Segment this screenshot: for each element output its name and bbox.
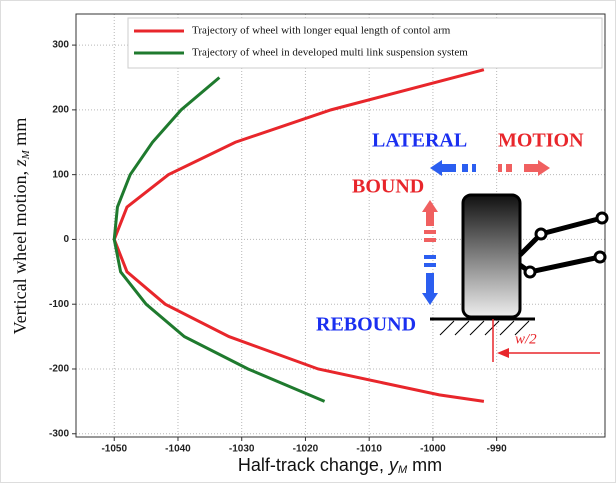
chart: Trajectory of wheel with longer equal le… [0,0,616,483]
y-tick-label: -300 [49,428,69,439]
arrow-dash [424,263,436,267]
x-tick-label: -1020 [293,444,319,455]
annotation: MOTION [498,130,584,152]
y-tick-label: -100 [49,299,69,310]
annotation: w/2 [515,331,537,347]
x-tick-label: -1010 [356,444,382,455]
y-tick-label: 200 [52,105,69,116]
y-tick-label: -200 [49,364,69,375]
annotation: BOUND [352,176,424,198]
joint [597,213,607,223]
joint [536,229,546,239]
arrow-dash [506,164,512,172]
arrow-dash [424,238,436,242]
x-axis-label: Half-track change, yM mm [238,455,442,476]
joint [525,267,535,277]
wheel [463,195,520,317]
arrow-dash [498,164,502,172]
arrow-dash [472,164,476,172]
arrow-dash [424,255,436,259]
annotation: LATERAL [372,130,467,152]
arrow-dash [424,230,436,234]
x-tick-label: -1050 [101,444,127,455]
y-tick-label: 300 [52,40,69,51]
annotation: REBOUND [316,314,416,336]
y-axis-label: Vertical wheel motion, zM mm [10,118,31,335]
background [1,1,616,483]
legend-label: Trajectory of wheel with longer equal le… [192,25,451,37]
x-tick-label: -990 [487,444,507,455]
joint [595,252,605,262]
arrow-dash [462,164,468,172]
x-tick-label: -1000 [420,444,446,455]
x-tick-label: -1030 [229,444,255,455]
legend-label: Trajectory of wheel in developed multi l… [192,47,468,59]
x-tick-label: -1040 [165,444,191,455]
y-tick-label: 0 [63,234,69,245]
y-tick-label: 100 [52,169,69,180]
